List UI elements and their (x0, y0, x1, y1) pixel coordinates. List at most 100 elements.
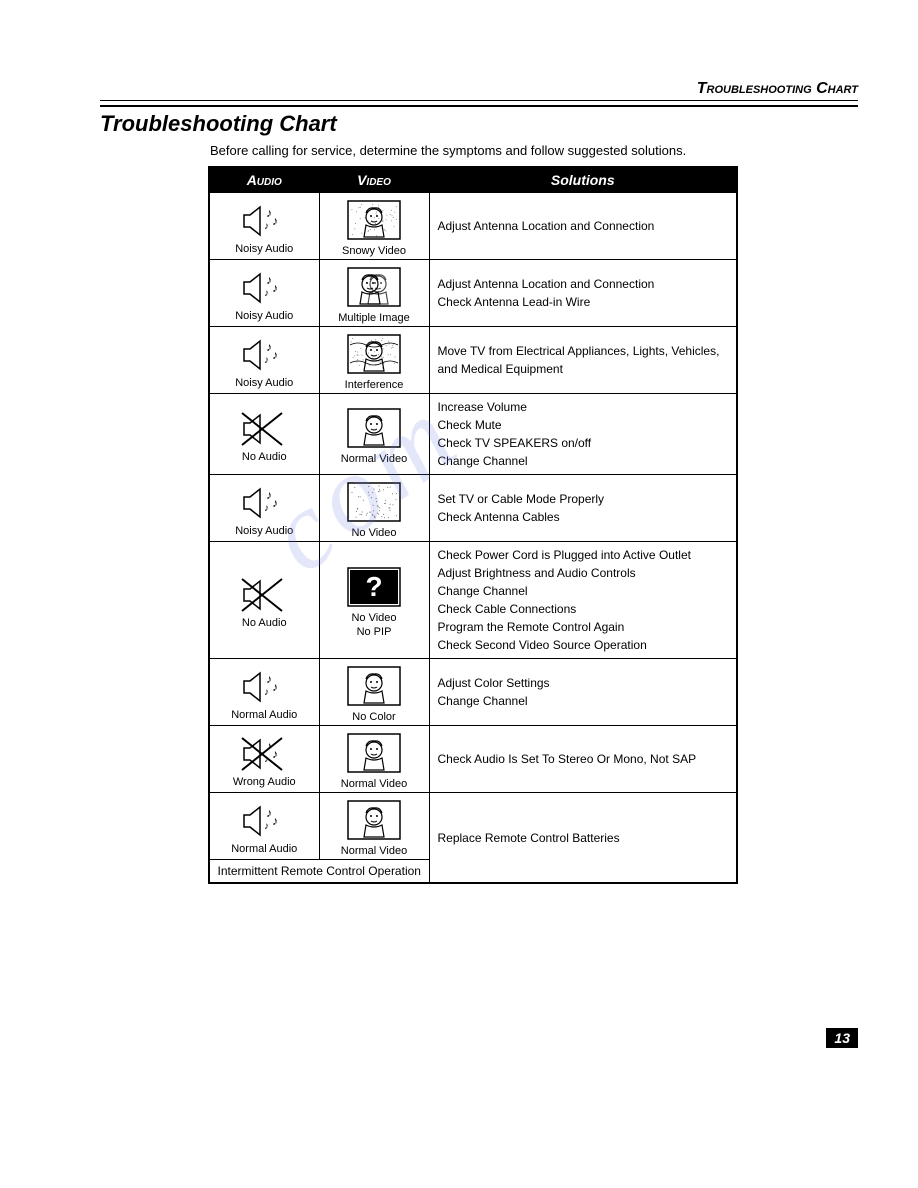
speaker-icon (240, 575, 288, 615)
solutions-cell: Increase VolumeCheck MuteCheck TV SPEAKE… (429, 394, 737, 475)
speaker-icon: ♪♪♪ (240, 667, 288, 707)
audio-label: Normal Audio (214, 843, 315, 855)
tv-icon: ? (344, 566, 404, 610)
svg-text:♪: ♪ (272, 496, 278, 510)
solution-line: Change Channel (438, 452, 729, 470)
audio-label: Normal Audio (214, 709, 315, 721)
tv-icon (344, 799, 404, 843)
audio-label: Noisy Audio (214, 525, 315, 537)
svg-text:♪: ♪ (272, 814, 278, 828)
table-row: ♪♪♪ Noisy Audio No Video Set TV or Cable Mo… (209, 475, 737, 542)
video-cell: Interference (319, 327, 429, 394)
solution-line: Check Audio Is Set To Stereo Or Mono, No… (438, 750, 729, 768)
solution-line: Check Power Cord is Plugged into Active … (438, 546, 729, 564)
audio-cell: ♪♪♪ Normal Audio (209, 793, 319, 860)
table-row: No Audio Normal VideoIncrease VolumeChec… (209, 394, 737, 475)
tv-icon (344, 199, 404, 243)
speaker-icon: ♪♪♪ (240, 201, 288, 241)
video-cell: Multiple Image (319, 260, 429, 327)
solutions-cell: Check Power Cord is Plugged into Active … (429, 542, 737, 659)
audio-cell: ♪♪♪ Noisy Audio (209, 327, 319, 394)
audio-label: Noisy Audio (214, 377, 315, 389)
video-label: Normal Video (324, 453, 425, 465)
solution-line: Adjust Brightness and Audio Controls (438, 564, 729, 582)
tv-icon (344, 407, 404, 451)
solution-line: Check Antenna Cables (438, 508, 729, 526)
solution-line: Check TV SPEAKERS on/off (438, 434, 729, 452)
video-label: Normal Video (324, 778, 425, 790)
tv-icon (344, 665, 404, 709)
audio-label: Noisy Audio (214, 310, 315, 322)
video-sublabel: No PIP (324, 626, 425, 638)
video-label: No Video (324, 527, 425, 539)
svg-text:♪: ♪ (272, 747, 278, 761)
video-label: Multiple Image (324, 312, 425, 324)
audio-cell: No Audio (209, 394, 319, 475)
speaker-icon (240, 409, 288, 449)
solution-line: Check Antenna Lead-in Wire (438, 293, 729, 311)
audio-cell: ♪♪♪Noisy Audio (209, 193, 319, 260)
speaker-icon: ♪♪♪ (240, 734, 288, 774)
audio-label: No Audio (214, 451, 315, 463)
troubleshooting-table: Audio Video Solutions ♪♪♪Noisy Audio Sno… (208, 166, 738, 884)
solution-line: Program the Remote Control Again (438, 618, 729, 636)
col-header-audio: Audio (209, 167, 319, 193)
speaker-icon: ♪♪♪ (240, 335, 288, 375)
audio-cell: No Audio (209, 542, 319, 659)
solution-line: Adjust Antenna Location and Connection (438, 275, 729, 293)
speaker-icon: ♪♪♪ (240, 483, 288, 523)
video-label: No Color (324, 711, 425, 723)
solutions-cell: Check Audio Is Set To Stereo Or Mono, No… (429, 726, 737, 793)
col-header-solutions: Solutions (429, 167, 737, 193)
solutions-cell: Move TV from Electrical Appliances, Ligh… (429, 327, 737, 394)
table-row: ♪♪♪Noisy Audio Snowy VideoAdjust Antenna… (209, 193, 737, 260)
page-title: Troubleshooting Chart (100, 105, 858, 137)
video-label: No Video (324, 612, 425, 624)
solution-line: Check Mute (438, 416, 729, 434)
svg-text:♪: ♪ (264, 687, 269, 698)
table-row: ♪♪♪ Normal Audio No Color Adjust Color Set… (209, 659, 737, 726)
table-row: ♪♪♪Normal Audio Normal VideoReplace Remo… (209, 793, 737, 860)
table-row: ♪♪♪ Noisy Audio Multiple Image Adjust Ante… (209, 260, 737, 327)
header-section-title: Troubleshooting Chart (100, 80, 858, 101)
video-cell: Normal Video (319, 394, 429, 475)
table-row: ♪♪♪ Noisy Audio Interference Move TV from … (209, 327, 737, 394)
svg-text:♪: ♪ (264, 503, 269, 514)
svg-text:♪: ♪ (272, 348, 278, 362)
tv-icon (344, 732, 404, 776)
speaker-icon: ♪♪♪ (240, 268, 288, 308)
audio-label: Wrong Audio (214, 776, 315, 788)
solutions-cell: Adjust Antenna Location and ConnectionCh… (429, 260, 737, 327)
svg-text:♪: ♪ (272, 281, 278, 295)
solution-line: Set TV or Cable Mode Properly (438, 490, 729, 508)
audio-label: No Audio (214, 617, 315, 629)
video-label: Snowy Video (324, 245, 425, 257)
video-cell: No Video (319, 475, 429, 542)
svg-text:♪: ♪ (272, 680, 278, 694)
video-cell: Snowy Video (319, 193, 429, 260)
solution-line: Adjust Color Settings (438, 674, 729, 692)
svg-text:♪: ♪ (264, 221, 269, 232)
solutions-cell: Set TV or Cable Mode ProperlyCheck Anten… (429, 475, 737, 542)
svg-text:?: ? (365, 571, 382, 602)
solution-line: Move TV from Electrical Appliances, Ligh… (438, 342, 729, 378)
tv-icon (344, 266, 404, 310)
solution-line: Change Channel (438, 582, 729, 600)
page-number: 13 (826, 1028, 858, 1048)
svg-text:♪: ♪ (272, 214, 278, 228)
solution-line: Check Second Video Source Operation (438, 636, 729, 654)
solution-line: Increase Volume (438, 398, 729, 416)
svg-text:♪: ♪ (264, 355, 269, 366)
audio-cell: ♪♪♪ Noisy Audio (209, 475, 319, 542)
solutions-cell: Replace Remote Control Batteries (429, 793, 737, 884)
solution-line: Check Cable Connections (438, 600, 729, 618)
audio-cell: ♪♪♪ Noisy Audio (209, 260, 319, 327)
video-cell: ? No Video No PIP (319, 542, 429, 659)
tv-icon (344, 333, 404, 377)
video-label: Interference (324, 379, 425, 391)
video-cell: Normal Video (319, 793, 429, 860)
video-cell: Normal Video (319, 726, 429, 793)
audio-cell: ♪♪♪ Wrong Audio (209, 726, 319, 793)
speaker-icon: ♪♪♪ (240, 801, 288, 841)
video-label: Normal Video (324, 845, 425, 857)
